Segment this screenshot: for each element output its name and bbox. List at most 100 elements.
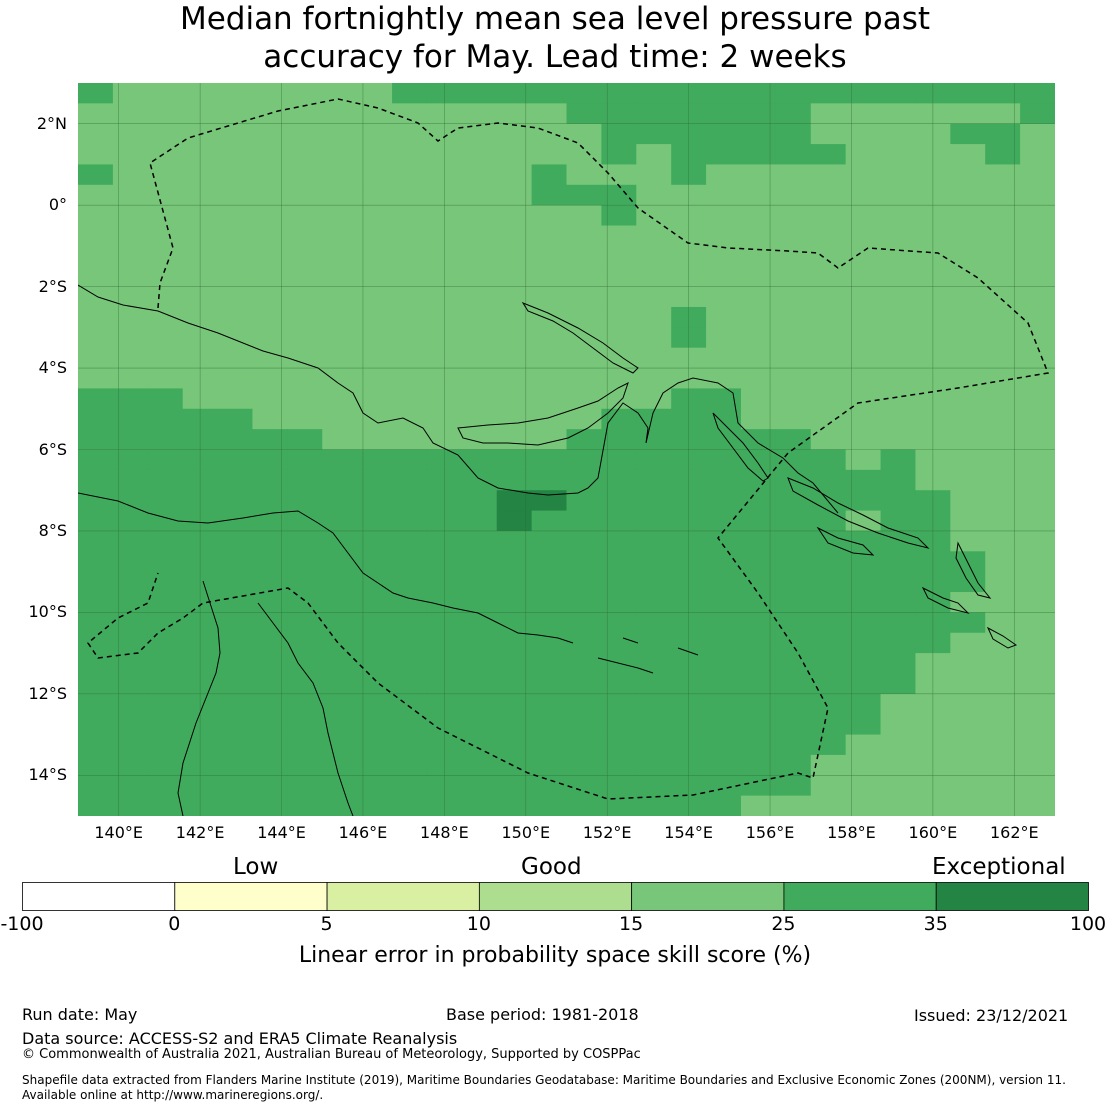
skill-cell bbox=[287, 327, 323, 349]
skill-cell bbox=[322, 714, 358, 736]
new-britain-coast bbox=[457, 382, 629, 446]
skill-cell bbox=[217, 347, 254, 369]
skill-cell bbox=[985, 123, 1021, 145]
skill-cell bbox=[985, 490, 1021, 512]
skill-cell bbox=[112, 734, 149, 756]
skill-cell bbox=[392, 83, 428, 104]
skill-cell bbox=[78, 551, 114, 573]
skill-cell bbox=[845, 490, 882, 512]
skill-cell bbox=[392, 469, 428, 491]
skill-cell bbox=[78, 490, 114, 512]
skill-cell bbox=[601, 429, 637, 451]
skill-cell bbox=[147, 775, 184, 797]
colorbar-segment bbox=[174, 882, 328, 911]
skill-cell bbox=[880, 306, 917, 328]
skill-cell bbox=[78, 449, 114, 471]
skill-cell bbox=[775, 327, 812, 349]
skill-cell bbox=[636, 103, 672, 125]
run-date: Run date: May bbox=[22, 1005, 138, 1024]
skill-cell bbox=[531, 123, 568, 145]
skill-cell bbox=[775, 592, 812, 613]
skill-cell bbox=[636, 205, 672, 227]
skill-cell bbox=[880, 388, 917, 410]
skill-cell bbox=[78, 632, 114, 654]
skill-cell bbox=[740, 368, 777, 390]
skill-cell bbox=[950, 225, 986, 247]
skill-cell bbox=[287, 368, 323, 390]
skill-cell bbox=[78, 245, 114, 267]
skill-cell bbox=[78, 734, 114, 756]
skill-cell bbox=[252, 632, 288, 654]
skill-cell bbox=[845, 530, 882, 552]
skill-cell bbox=[880, 571, 917, 593]
skill-cell bbox=[252, 408, 288, 430]
skill-cell bbox=[287, 306, 323, 328]
cape-york-coast bbox=[177, 580, 221, 816]
skill-cell bbox=[252, 734, 288, 756]
skill-cell bbox=[1020, 144, 1055, 166]
skill-cell bbox=[1020, 429, 1055, 451]
colorbar-segment bbox=[22, 882, 176, 911]
colorbar-tick-label: 15 bbox=[619, 913, 644, 935]
skill-cell bbox=[357, 388, 393, 410]
skill-cell bbox=[845, 144, 882, 166]
skill-cell bbox=[706, 490, 742, 512]
skill-cell bbox=[636, 388, 672, 410]
skill-cell bbox=[392, 205, 428, 227]
skill-cell bbox=[985, 673, 1021, 695]
skill-cell bbox=[392, 653, 428, 675]
skill-cell bbox=[775, 103, 812, 125]
skill-cell bbox=[252, 551, 288, 573]
skill-cell bbox=[636, 612, 672, 634]
skill-cell bbox=[601, 673, 637, 695]
skill-cell bbox=[217, 408, 254, 430]
skill-cell bbox=[112, 510, 149, 532]
skill-cell bbox=[950, 714, 986, 736]
skill-cell bbox=[217, 490, 254, 512]
skill-cell bbox=[810, 205, 847, 227]
data-source: Data source: ACCESS-S2 and ERA5 Climate … bbox=[22, 1029, 458, 1048]
skill-cell bbox=[706, 164, 742, 186]
skill-cell bbox=[287, 429, 323, 451]
skill-cell bbox=[810, 714, 847, 736]
skill-cell bbox=[392, 693, 428, 715]
skill-cell bbox=[880, 408, 917, 430]
skill-cell bbox=[636, 530, 672, 552]
skill-cell bbox=[287, 83, 323, 104]
skill-cell bbox=[985, 653, 1021, 675]
skill-cell bbox=[287, 266, 323, 288]
skill-cell bbox=[810, 123, 847, 145]
skill-cell bbox=[322, 83, 358, 104]
skill-cell bbox=[217, 734, 254, 756]
skill-cell bbox=[322, 327, 358, 349]
skill-cell bbox=[706, 734, 742, 756]
skill-cell bbox=[810, 429, 847, 451]
skill-cell bbox=[566, 327, 602, 349]
skill-cell bbox=[740, 714, 777, 736]
skill-cell bbox=[845, 754, 882, 776]
skill-cell bbox=[950, 754, 986, 776]
skill-cell bbox=[112, 469, 149, 491]
x-tick-label: 148°E bbox=[420, 823, 469, 842]
skill-cell bbox=[392, 266, 428, 288]
skill-cell bbox=[531, 266, 568, 288]
skill-cell bbox=[880, 184, 917, 206]
skill-cell bbox=[112, 306, 149, 328]
skill-cell bbox=[147, 429, 184, 451]
skill-cell bbox=[566, 266, 602, 288]
skill-cell bbox=[496, 754, 533, 776]
skill-cell bbox=[287, 714, 323, 736]
skill-cell bbox=[775, 368, 812, 390]
skill-cell bbox=[531, 775, 568, 797]
skill-cell bbox=[845, 734, 882, 756]
skill-cell bbox=[1020, 368, 1055, 390]
skill-cell bbox=[217, 245, 254, 267]
skill-cell bbox=[112, 795, 149, 816]
skill-cell bbox=[78, 103, 114, 125]
skill-cell bbox=[496, 347, 533, 369]
skill-cell bbox=[985, 612, 1021, 634]
skill-cell bbox=[322, 673, 358, 695]
skill-cell bbox=[880, 429, 917, 451]
skill-cell bbox=[810, 449, 847, 471]
skill-cell bbox=[950, 673, 986, 695]
